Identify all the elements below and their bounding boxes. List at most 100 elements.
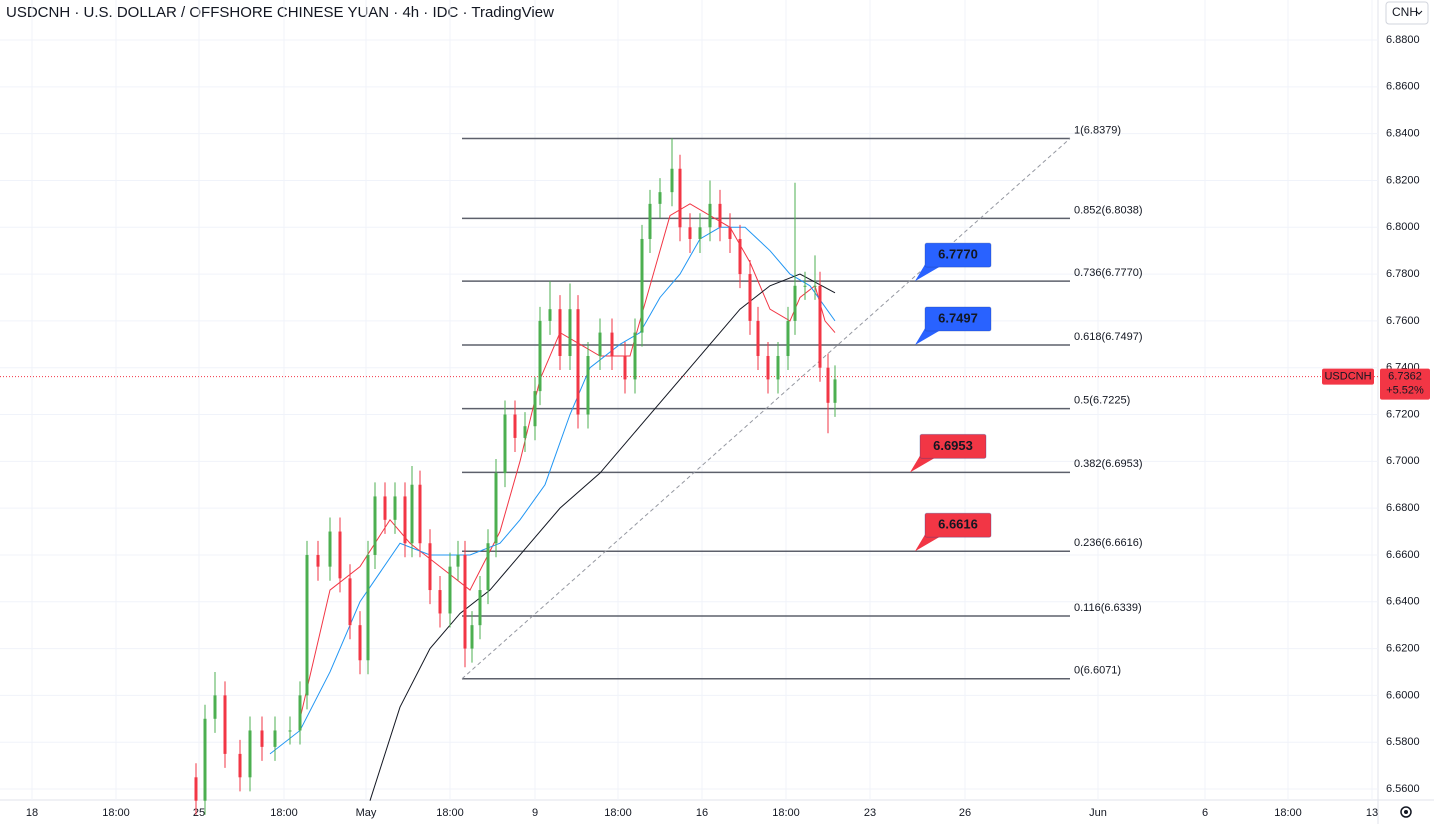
currency-button[interactable]: [1385, 1, 1429, 25]
candle-body: [558, 309, 562, 356]
dropdown-icon[interactable]: [1415, 10, 1423, 15]
moving-average: [269, 226, 836, 755]
candle-body: [348, 578, 352, 626]
fib-label: 0.852(6.8038): [1074, 204, 1143, 216]
y-tick-label: 6.8400: [1386, 128, 1420, 140]
y-tick-label: 6.6200: [1386, 642, 1420, 654]
x-tick-label: May: [356, 807, 377, 819]
candle-body: [648, 203, 652, 239]
candle-body: [478, 590, 482, 626]
x-tick-label: 13: [1366, 807, 1378, 819]
callout-box: [919, 433, 987, 459]
candle-body: [448, 566, 452, 614]
y-tick-label: 6.8600: [1386, 81, 1420, 93]
candle-body: [533, 391, 537, 427]
candle-body: [358, 625, 362, 661]
candle-body: [548, 309, 552, 321]
candle-body: [633, 332, 637, 380]
candle-body: [383, 496, 387, 520]
fib-label: 1(6.8379): [1074, 124, 1121, 136]
callout-label: 6.6953: [933, 438, 973, 453]
candle-body: [786, 320, 790, 356]
candle-body: [640, 238, 644, 333]
candle-body: [728, 227, 732, 239]
candle-body: [273, 730, 277, 747]
candle-body: [194, 777, 198, 801]
candle-body: [366, 554, 370, 661]
candle-body: [513, 414, 517, 438]
x-tick-label: 18:00: [1274, 807, 1302, 819]
x-tick-label: Jun: [1089, 807, 1107, 819]
candle-body: [410, 484, 414, 544]
candle-body: [238, 753, 242, 778]
candle-body: [833, 379, 837, 403]
callout-label: 6.7770: [938, 247, 978, 262]
candle-body: [748, 274, 752, 321]
fib-trend-line: [461, 138, 1071, 680]
price-tag-change: +5.52%: [1386, 385, 1424, 397]
candle-body: [316, 554, 320, 567]
candle-body: [698, 227, 702, 239]
settings-icon[interactable]: [1400, 806, 1412, 818]
price-tag-label: 6.7362: [1388, 371, 1422, 383]
y-tick-label: 6.6400: [1386, 596, 1420, 608]
candle-body: [718, 203, 722, 228]
currency-label[interactable]: CNH: [1392, 5, 1418, 19]
y-tick-label: 6.5800: [1386, 736, 1420, 748]
x-tick-label: 18: [26, 807, 38, 819]
candle-body: [428, 543, 432, 591]
x-tick-label: 18:00: [102, 807, 130, 819]
candle-body: [463, 554, 467, 649]
fib-label: 0.5(6.7225): [1074, 395, 1130, 407]
symbol-tag: [1322, 368, 1374, 385]
moving-average: [369, 273, 836, 801]
grid: [0, 0, 1378, 800]
candle-body: [288, 730, 292, 732]
candle-body: [298, 695, 302, 731]
candle-body: [818, 285, 822, 368]
candle-body: [688, 227, 692, 239]
candle-body: [305, 554, 309, 696]
y-tick-label: 6.6600: [1386, 549, 1420, 561]
x-tick-label: 18:00: [436, 807, 464, 819]
candle-body: [793, 285, 797, 321]
moving-average: [299, 203, 836, 719]
candle-body: [338, 531, 342, 579]
y-tick-label: 6.7200: [1386, 408, 1420, 420]
candle-body: [418, 484, 422, 544]
candle-body: [776, 355, 780, 380]
x-tick-label: 16: [696, 807, 708, 819]
candle-body: [738, 238, 742, 275]
candle-body: [568, 309, 572, 356]
candle-body: [598, 332, 602, 356]
y-tick-label: 6.5600: [1386, 783, 1420, 795]
candle-body: [486, 543, 490, 591]
candle-body: [803, 285, 807, 287]
candle-body: [678, 168, 682, 228]
candle-body: [813, 285, 817, 287]
fib-label: 0.236(6.6616): [1074, 537, 1143, 549]
chart-title: USDCNH · U.S. DOLLAR / OFFSHORE CHINESE …: [6, 4, 554, 21]
candle-body: [456, 554, 460, 567]
candle-body: [576, 309, 580, 415]
fib-label: 0.116(6.6339): [1074, 602, 1142, 614]
y-tick-label: 6.7600: [1386, 315, 1420, 327]
y-tick-label: 6.8200: [1386, 174, 1420, 186]
candle-body: [708, 203, 712, 228]
y-tick-label: 6.6000: [1386, 689, 1420, 701]
x-tick-label: 26: [959, 807, 971, 819]
x-tick-label: 18:00: [604, 807, 632, 819]
candle-body: [248, 730, 252, 778]
candle-body: [623, 355, 627, 380]
candle-body: [328, 531, 332, 567]
candle-body: [503, 414, 507, 474]
candle-body: [658, 192, 662, 204]
fib-label: 0.382(6.6953): [1074, 458, 1143, 470]
candle-body: [670, 168, 674, 193]
y-tick-label: 6.7800: [1386, 268, 1420, 280]
x-tick-label: 18:00: [270, 807, 298, 819]
callout-box: [924, 242, 992, 268]
